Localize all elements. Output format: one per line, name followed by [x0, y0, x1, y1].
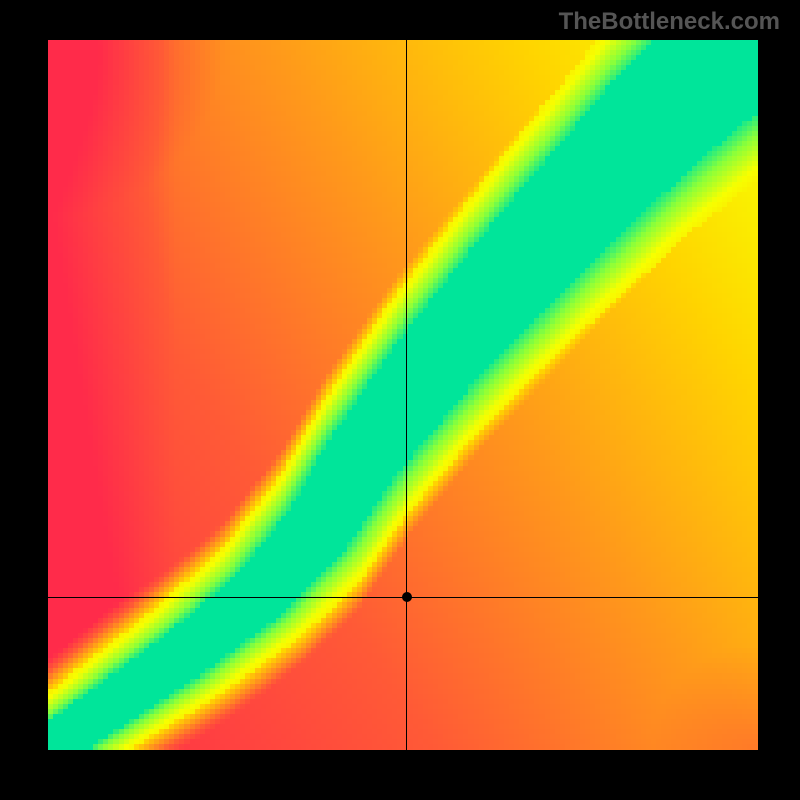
crosshair-vertical: [406, 40, 407, 750]
heatmap-canvas: [48, 40, 758, 750]
watermark-text: TheBottleneck.com: [559, 8, 780, 36]
heatmap-chart: [48, 40, 758, 750]
crosshair-marker: [402, 592, 412, 602]
